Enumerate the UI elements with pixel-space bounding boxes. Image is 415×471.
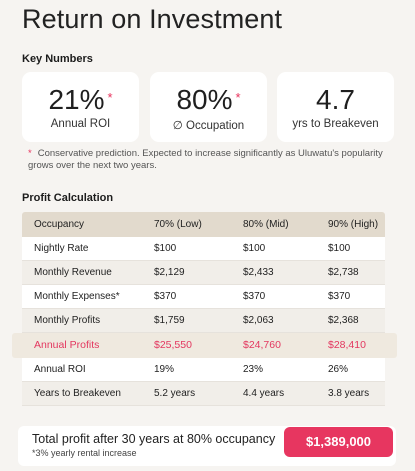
table-cell: 23% bbox=[243, 364, 264, 375]
table-cell: 3.8 years bbox=[328, 388, 370, 399]
table-cell: 26% bbox=[328, 364, 349, 375]
asterisk: * bbox=[235, 90, 241, 105]
profit-table: Occupancy 70% (Low) 80% (Mid) 90% (High)… bbox=[12, 212, 397, 406]
row-label: Monthly Expenses* bbox=[34, 291, 120, 302]
stat-label: Annual ROI bbox=[50, 118, 111, 130]
table-cell: $2,738 bbox=[328, 267, 359, 278]
table-cell: $28,410 bbox=[328, 339, 366, 351]
table-cell: $100 bbox=[328, 243, 351, 254]
table-row: Years to Breakeven 5.2 years 4.4 years 3… bbox=[22, 382, 385, 406]
disclaimer-text: Conservative prediction. Expected to inc… bbox=[28, 148, 383, 171]
table-row: Monthly Expenses* $370 $370 $370 bbox=[22, 285, 385, 309]
disclaimer-note: * Conservative prediction. Expected to in… bbox=[28, 148, 398, 172]
header-cell: 80% (Mid) bbox=[243, 219, 289, 230]
table-cell: 19% bbox=[154, 364, 175, 375]
profit-calculation-heading: Profit Calculation bbox=[22, 192, 114, 204]
table-row: Monthly Revenue $2,129 $2,433 $2,738 bbox=[22, 261, 385, 285]
annual-profits-row: Annual Profits $25,550 $24,760 $28,410 bbox=[12, 333, 397, 358]
rental-increase-note: *3% yearly rental increase bbox=[32, 448, 137, 458]
row-label: Years to Breakeven bbox=[34, 388, 121, 399]
stat-value: 4.7 bbox=[277, 84, 394, 116]
stat-card-breakeven: 4.7 yrs to Breakeven bbox=[277, 72, 394, 142]
stat-label: yrs to Breakeven bbox=[292, 118, 379, 130]
row-label: Monthly Profits bbox=[34, 315, 101, 326]
table-cell: $2,129 bbox=[154, 267, 185, 278]
page-title: Return on Investment bbox=[22, 4, 283, 34]
asterisk: * bbox=[28, 148, 32, 159]
row-label: Nightly Rate bbox=[34, 243, 89, 254]
stat-value-text: 21% bbox=[48, 84, 105, 115]
header-cell: 70% (Low) bbox=[154, 219, 202, 230]
table-header-row: Occupancy 70% (Low) 80% (Mid) 90% (High) bbox=[22, 212, 385, 237]
stat-card-roi: 21% * Annual ROI bbox=[22, 72, 139, 142]
table-cell: $100 bbox=[243, 243, 266, 254]
table-cell: $100 bbox=[154, 243, 177, 254]
asterisk: * bbox=[107, 90, 113, 105]
stat-label: ∅ Occupation bbox=[172, 120, 245, 132]
table-cell: $2,433 bbox=[243, 267, 274, 278]
table-cell: $370 bbox=[243, 291, 266, 302]
table-cell: 5.2 years bbox=[154, 388, 196, 399]
table-row: Nightly Rate $100 $100 $100 bbox=[22, 237, 385, 261]
stat-card-occupation: 80% * ∅ Occupation bbox=[150, 72, 267, 142]
table-cell: 4.4 years bbox=[243, 388, 285, 399]
stat-value: 21% * bbox=[22, 84, 139, 116]
table-cell: $1,759 bbox=[154, 315, 185, 326]
stat-value-text: 80% bbox=[176, 84, 233, 115]
stat-value-text: 4.7 bbox=[316, 84, 355, 115]
table-cell: $370 bbox=[154, 291, 177, 302]
table-cell: $25,550 bbox=[154, 339, 192, 351]
total-profit-box: Total profit after 30 years at 80% occup… bbox=[18, 426, 396, 466]
stat-value: 80% * bbox=[150, 84, 267, 116]
row-label: Annual Profits bbox=[34, 339, 100, 351]
header-cell: Occupancy bbox=[34, 219, 85, 230]
total-profit-label: Total profit after 30 years at 80% occup… bbox=[32, 432, 276, 446]
table-cell: $370 bbox=[328, 291, 351, 302]
row-label: Monthly Revenue bbox=[34, 267, 112, 278]
key-numbers-heading: Key Numbers bbox=[22, 53, 93, 65]
table-cell: $2,368 bbox=[328, 315, 359, 326]
table-cell: $24,760 bbox=[243, 339, 281, 351]
total-profit-badge: $1,389,000 bbox=[284, 427, 393, 457]
table-cell: $2,063 bbox=[243, 315, 274, 326]
row-label: Annual ROI bbox=[34, 364, 86, 375]
table-row: Annual ROI 19% 23% 26% bbox=[22, 358, 385, 382]
table-row: Monthly Profits $1,759 $2,063 $2,368 bbox=[22, 309, 385, 333]
header-cell: 90% (High) bbox=[328, 219, 379, 230]
